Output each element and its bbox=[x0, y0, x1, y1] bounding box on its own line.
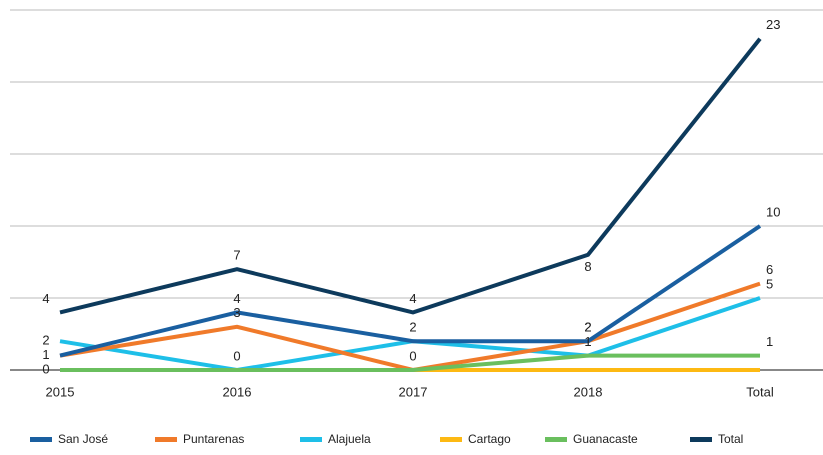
data-label: 7 bbox=[233, 248, 240, 263]
data-label: 1 bbox=[584, 334, 591, 349]
data-label: 1 bbox=[42, 347, 49, 362]
data-label: 2 bbox=[584, 320, 591, 335]
data-label: 8 bbox=[584, 259, 591, 274]
legend-swatch bbox=[300, 437, 322, 442]
data-label: 4 bbox=[233, 291, 240, 306]
legend-swatch bbox=[545, 437, 567, 442]
data-label: 1 bbox=[766, 334, 773, 349]
legend-label: Puntarenas bbox=[183, 432, 244, 446]
data-label: 23 bbox=[766, 17, 780, 32]
data-label: 3 bbox=[233, 305, 240, 320]
data-label: 0 bbox=[233, 348, 240, 363]
data-label: 6 bbox=[766, 262, 773, 277]
data-label: 4 bbox=[409, 291, 416, 306]
series-line bbox=[59, 37, 762, 315]
data-label: 2 bbox=[409, 320, 416, 335]
data-label: 0 bbox=[409, 348, 416, 363]
legend-label: Cartago bbox=[468, 432, 511, 446]
x-tick-label: 2018 bbox=[574, 384, 603, 399]
data-label: 5 bbox=[766, 276, 773, 291]
series-line bbox=[59, 224, 762, 358]
series-line bbox=[60, 353, 760, 372]
legend-label: Total bbox=[718, 432, 743, 446]
x-tick-label: 2015 bbox=[46, 384, 75, 399]
x-tick-label: 2017 bbox=[399, 384, 428, 399]
legend-label: Guanacaste bbox=[573, 432, 638, 446]
legend-swatch bbox=[440, 437, 462, 442]
x-tick-label: Total bbox=[746, 384, 774, 399]
legend-swatch bbox=[155, 437, 177, 442]
legend-swatch bbox=[690, 437, 712, 442]
data-label: 2 bbox=[584, 320, 591, 335]
data-label: 2 bbox=[42, 333, 49, 348]
data-label: 10 bbox=[766, 204, 780, 219]
legend-swatch bbox=[30, 437, 52, 442]
data-label: 0 bbox=[42, 361, 49, 376]
x-tick-label: 2016 bbox=[223, 384, 252, 399]
data-label: 4 bbox=[42, 291, 49, 306]
legend-label: San José bbox=[58, 432, 108, 446]
legend-label: Alajuela bbox=[328, 432, 371, 446]
